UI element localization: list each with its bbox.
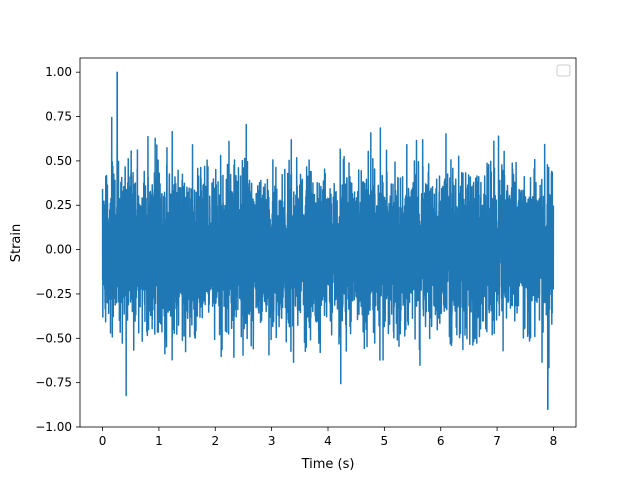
y-tick-label: 0.25 xyxy=(45,198,72,212)
x-tick-label: 5 xyxy=(381,434,389,448)
x-tick-label: 7 xyxy=(493,434,501,448)
y-axis-ticks: −1.00 −0.75 −0.50 −0.25 0.00 0.25 0.50 0.75 1.00 xyxy=(35,65,80,434)
x-tick-label: 6 xyxy=(437,434,445,448)
y-tick-label: −0.75 xyxy=(35,376,72,390)
x-tick-label: 0 xyxy=(99,434,107,448)
x-tick-label: 4 xyxy=(324,434,332,448)
x-axis-label: Time (s) xyxy=(301,457,355,472)
x-tick-label: 2 xyxy=(211,434,219,448)
x-tick-label: 1 xyxy=(155,434,163,448)
x-tick-label: 8 xyxy=(550,434,558,448)
x-tick-label: 3 xyxy=(268,434,276,448)
y-tick-label: 0.50 xyxy=(45,154,72,168)
y-tick-label: 0.00 xyxy=(45,243,72,257)
x-axis-ticks: 0 1 2 3 4 5 6 7 8 xyxy=(99,427,558,448)
strain-series-line xyxy=(101,71,555,411)
series-layer xyxy=(101,71,555,411)
y-tick-label: −0.25 xyxy=(35,287,72,301)
y-tick-label: −1.00 xyxy=(35,420,72,434)
y-tick-label: 1.00 xyxy=(45,65,72,79)
y-axis-label: Strain xyxy=(9,224,24,263)
y-tick-label: −0.50 xyxy=(35,331,72,345)
y-tick-label: 0.75 xyxy=(45,110,72,124)
legend-box xyxy=(556,64,571,77)
